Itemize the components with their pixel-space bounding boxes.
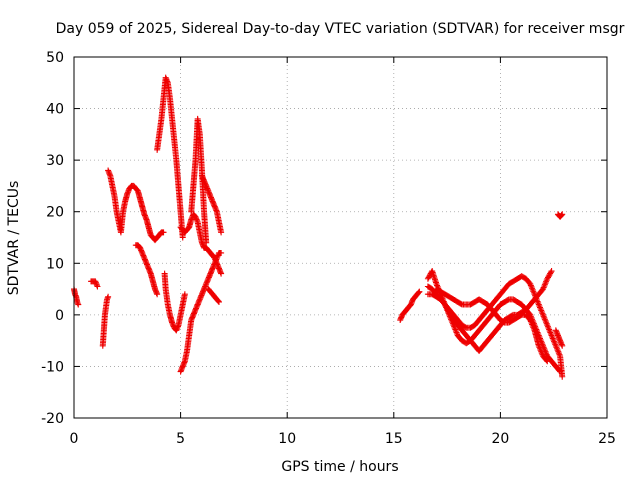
x-tick-label: 10: [278, 431, 296, 447]
series-s8: [177, 301, 201, 375]
y-tick-label: 40: [46, 102, 64, 118]
data-point: [444, 305, 451, 312]
data-point: [446, 310, 453, 317]
series-s2: [88, 278, 101, 290]
series-s14: [397, 288, 423, 324]
y-axis-label: SDTVAR / TECUs: [6, 181, 22, 296]
x-tick-label: 15: [385, 431, 403, 447]
data-point: [442, 302, 449, 309]
y-tick-label: -20: [41, 411, 64, 427]
y-tick-label: 30: [46, 153, 64, 169]
data-point: [215, 298, 222, 305]
data-point: [425, 274, 432, 281]
y-tick-label: 50: [46, 50, 64, 66]
data-point: [449, 314, 456, 321]
data-point: [545, 274, 552, 281]
y-tick-label: -10: [41, 359, 64, 375]
data-point: [547, 269, 554, 276]
series-s7: [161, 270, 188, 334]
chart-title: Day 059 of 2025, Sidereal Day-to-day VTE…: [56, 21, 625, 37]
data-point: [154, 291, 161, 298]
data-point: [215, 298, 222, 305]
data-point: [443, 304, 450, 311]
data-point: [445, 307, 452, 314]
series-s5: [132, 242, 161, 298]
series-s12: [198, 172, 225, 236]
data-point: [544, 358, 551, 365]
series-s18: [433, 286, 551, 365]
x-tick-label: 5: [176, 431, 185, 447]
data-point: [559, 373, 566, 380]
data-point: [558, 212, 565, 219]
series-s20: [554, 211, 566, 220]
series-s4: [105, 167, 167, 244]
data-point: [160, 229, 167, 236]
x-tick-label: 0: [70, 431, 79, 447]
series-s11: [194, 249, 225, 308]
series-s13: [205, 286, 222, 305]
plot-frame: [73, 56, 608, 419]
data-point: [218, 270, 225, 277]
data-point: [416, 288, 423, 295]
data-point: [415, 289, 422, 296]
data-point: [544, 275, 551, 282]
series-s3: [99, 293, 112, 349]
data-point: [181, 291, 188, 298]
data-point: [548, 268, 555, 275]
data-point: [546, 271, 553, 278]
data-points: [71, 74, 566, 380]
data-point: [559, 342, 566, 349]
data-point: [105, 293, 112, 300]
data-point: [545, 273, 552, 280]
data-point: [446, 309, 453, 316]
x-tick-label: 25: [598, 431, 616, 447]
data-point: [426, 273, 433, 280]
series-s6: [154, 74, 186, 241]
series-s19: [552, 327, 566, 349]
data-point: [424, 275, 431, 282]
y-tick-label: 0: [55, 308, 64, 324]
data-point: [543, 357, 550, 364]
y-tick-label: 10: [46, 256, 64, 272]
data-point: [447, 311, 454, 318]
x-tick-label: 20: [491, 431, 509, 447]
series-s1: [71, 286, 82, 308]
data-point: [448, 313, 455, 320]
data-point: [559, 211, 566, 218]
axis-ticks: 0 5 10 15 20 25 -20 -10 0 10 20 30 40 50: [41, 50, 616, 447]
data-point: [444, 306, 451, 313]
data-point: [179, 234, 186, 241]
data-point: [441, 301, 448, 308]
data-point: [547, 270, 554, 277]
data-point: [218, 249, 225, 256]
data-point: [75, 301, 82, 308]
y-tick-label: 20: [46, 205, 64, 221]
x-axis-label: GPS time / hours: [281, 459, 398, 475]
data-point: [218, 229, 225, 236]
data-point: [94, 283, 101, 290]
